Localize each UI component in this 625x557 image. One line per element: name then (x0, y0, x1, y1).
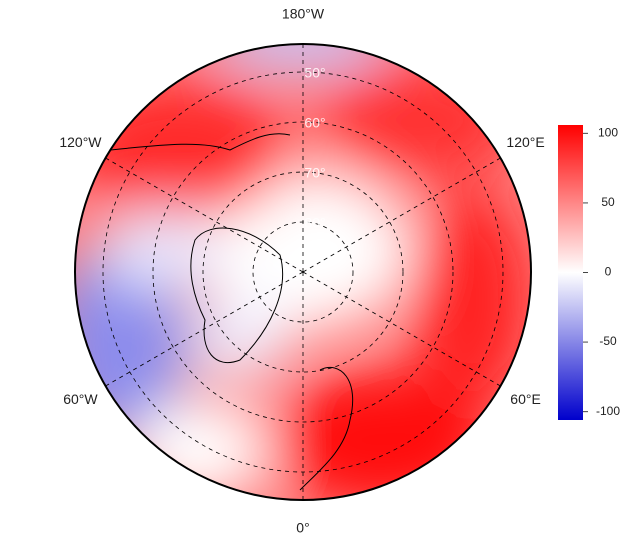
meridian-line (302, 271, 501, 387)
longitude-label: 180°W (282, 6, 325, 22)
colorbar-tick-label: 50 (601, 195, 615, 209)
colorbar-tick-label: 100 (598, 126, 618, 140)
meridian-line (105, 157, 304, 273)
colorbar-tick-label: -50 (599, 334, 617, 348)
longitude-label: 120°E (506, 134, 544, 150)
longitude-label: 60°W (63, 391, 98, 407)
meridian-line (105, 271, 304, 387)
graticule (102, 44, 504, 500)
latitude-circle (202, 171, 404, 373)
longitude-label: 0° (296, 520, 309, 536)
colorbar (558, 125, 583, 420)
field (75, 44, 531, 500)
latitude-circle (152, 121, 454, 423)
map-border (74, 43, 532, 501)
longitude-label: 60°E (510, 391, 541, 407)
coastline (190, 227, 284, 364)
meridian-line (302, 157, 501, 273)
latitude-label: 80° (304, 215, 325, 231)
colorbar-tick-label: -100 (596, 404, 620, 418)
latitude-label: 60° (304, 115, 325, 131)
latitude-label: 70° (304, 165, 325, 181)
latitude-label: 50° (304, 65, 325, 81)
colorbar-tick-label: 0 (605, 265, 612, 279)
longitude-label: 120°W (59, 134, 102, 150)
